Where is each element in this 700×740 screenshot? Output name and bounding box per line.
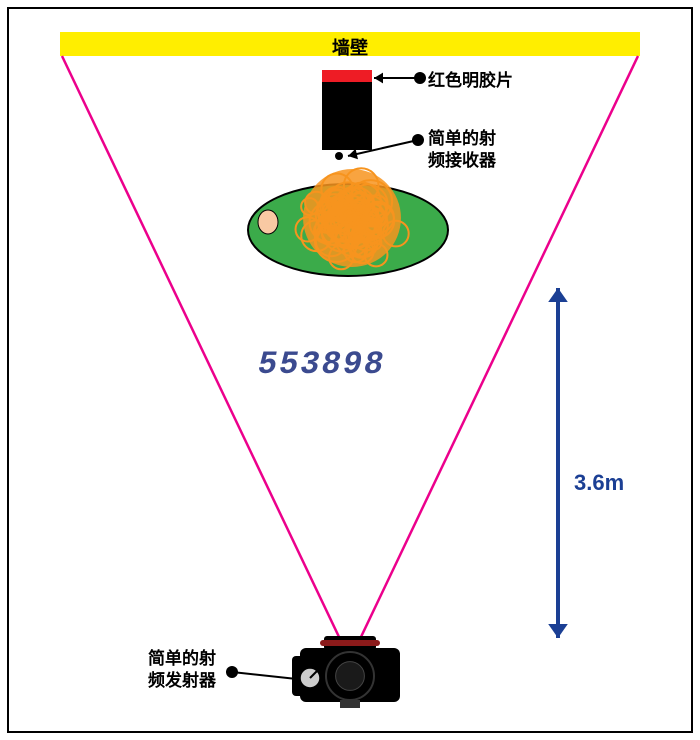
annotation-receiver: 简单的射 频接收器	[428, 128, 496, 172]
annotation-gel: 红色明胶片	[428, 70, 513, 92]
annotation-transmitter-l2: 频发射器	[148, 671, 216, 690]
watermark-text: 553898	[258, 346, 385, 383]
annotation-transmitter: 简单的射 频发射器	[148, 648, 216, 692]
annotation-transmitter-l1: 简单的射	[148, 649, 216, 668]
annotation-receiver-l2: 频接收器	[428, 151, 496, 170]
wall-label: 墙壁	[60, 34, 640, 60]
annotation-receiver-l1: 简单的射	[428, 129, 496, 148]
diagram-container: 墙壁 红色明胶片 简单的射 频接收器 简单的射 频发射器 553898 3.6m	[0, 0, 700, 740]
dimension-label: 3.6m	[574, 470, 624, 496]
